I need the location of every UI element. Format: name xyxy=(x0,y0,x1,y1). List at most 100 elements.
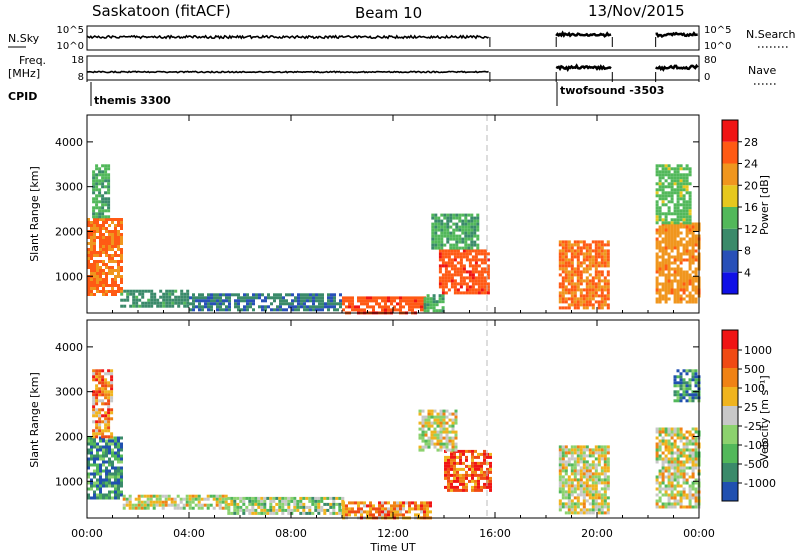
velocity-cell xyxy=(576,454,580,458)
power-cell xyxy=(673,279,677,283)
power-cell xyxy=(471,267,475,271)
velocity-cell xyxy=(107,399,111,403)
velocity-cell xyxy=(691,372,695,376)
velocity-cell xyxy=(582,460,586,464)
velocity-cell xyxy=(107,384,111,388)
velocity-cell xyxy=(661,436,665,440)
power-cell xyxy=(673,203,677,207)
power-cell xyxy=(573,273,577,277)
power-cell xyxy=(129,304,133,308)
velocity-cell xyxy=(92,411,96,415)
velocity-cell xyxy=(603,475,607,479)
velocity-cell xyxy=(302,511,306,515)
power-cell xyxy=(461,213,465,217)
velocity-cell xyxy=(679,499,683,503)
power-cell xyxy=(117,290,120,293)
velocity-cell xyxy=(453,464,456,468)
velocity-cell xyxy=(393,510,396,514)
velocity-cell xyxy=(236,502,240,506)
power-cell xyxy=(682,288,686,292)
velocity-cell xyxy=(104,378,108,382)
power-cell xyxy=(606,285,610,289)
velocity-cell xyxy=(558,469,562,473)
power-cell xyxy=(679,252,683,256)
nave-tick-bottom: 0 xyxy=(704,72,710,83)
power-cell xyxy=(661,194,665,198)
velocity-colorbar-label: 1000 xyxy=(744,344,772,357)
power-cell xyxy=(381,305,384,309)
velocity-cell xyxy=(567,448,571,452)
power-cell xyxy=(111,221,114,224)
velocity-cell xyxy=(263,499,267,503)
power-cell xyxy=(90,278,93,281)
power-cell xyxy=(168,304,172,308)
velocity-cell xyxy=(433,421,437,425)
power-cell xyxy=(476,237,480,241)
power-cell xyxy=(450,252,454,256)
power-cell xyxy=(661,221,665,225)
velocity-cell xyxy=(215,494,219,498)
power-cell xyxy=(93,269,96,272)
velocity-cell xyxy=(582,463,586,467)
velocity-cell xyxy=(682,490,686,494)
power-cell xyxy=(444,261,448,265)
power-cell xyxy=(670,243,674,247)
velocity-cell xyxy=(691,369,695,373)
velocity-cell xyxy=(694,430,698,434)
power-cell xyxy=(661,167,665,171)
power-cell xyxy=(321,308,324,312)
velocity-cell xyxy=(176,503,180,507)
power-cell xyxy=(468,258,472,262)
velocity-cell xyxy=(453,455,456,459)
power-cell xyxy=(399,296,402,300)
velocity-cell xyxy=(430,409,434,413)
power-cell xyxy=(444,255,448,259)
power-cell xyxy=(399,302,402,306)
velocity-cell xyxy=(682,493,686,497)
power-cell xyxy=(682,194,686,198)
power-cell xyxy=(570,255,574,259)
power-cell xyxy=(98,215,102,219)
velocity-cell xyxy=(453,452,456,456)
power-cell xyxy=(483,285,487,289)
velocity-cell xyxy=(682,472,686,476)
power-cell xyxy=(222,308,225,312)
velocity-cell xyxy=(667,451,671,455)
power-cell xyxy=(564,276,568,280)
velocity-cell xyxy=(114,439,117,443)
power-cell xyxy=(661,197,665,201)
velocity-cell xyxy=(242,511,246,515)
velocity-cell xyxy=(558,472,562,476)
power-cell xyxy=(464,213,468,217)
velocity-cell xyxy=(676,369,680,373)
velocity-cell xyxy=(694,427,698,431)
velocity-cell xyxy=(93,445,96,449)
velocity-cell xyxy=(676,384,680,388)
velocity-cell xyxy=(694,460,698,464)
power-cell xyxy=(171,289,175,293)
velocity-cell xyxy=(682,466,686,470)
power-cell xyxy=(576,246,580,250)
velocity-cell xyxy=(351,501,354,505)
power-cell xyxy=(225,305,228,309)
power-cell xyxy=(673,273,677,277)
velocity-cell xyxy=(667,475,671,479)
power-cell xyxy=(465,255,469,259)
velocity-cell xyxy=(661,463,665,467)
power-cell xyxy=(446,228,450,232)
freq-frame xyxy=(86,55,700,81)
power-cell xyxy=(114,242,117,245)
velocity-cell xyxy=(570,445,574,449)
power-cell xyxy=(132,289,136,293)
power-cell xyxy=(456,282,460,286)
power-cell xyxy=(449,231,453,235)
power-cell xyxy=(132,298,136,302)
velocity-cell xyxy=(93,472,96,476)
velocity-cell xyxy=(421,421,425,425)
velocity-cell xyxy=(570,478,574,482)
power-cell xyxy=(673,231,677,235)
velocity-cell xyxy=(90,472,93,476)
power-cell xyxy=(477,264,481,268)
velocity-cell xyxy=(688,490,692,494)
velocity-cell xyxy=(114,436,117,440)
